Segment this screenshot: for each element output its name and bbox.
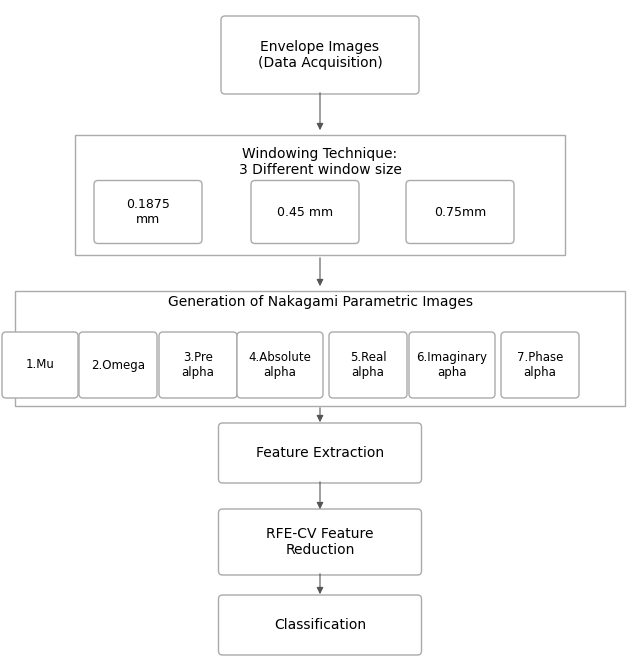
Text: RFE-CV Feature
Reduction: RFE-CV Feature Reduction [266, 527, 374, 557]
Text: 5.Real
alpha: 5.Real alpha [349, 351, 387, 379]
Text: 0.45 mm: 0.45 mm [277, 205, 333, 218]
Text: 1.Mu: 1.Mu [26, 359, 54, 371]
FancyBboxPatch shape [15, 291, 625, 406]
Text: Generation of Nakagami Parametric Images: Generation of Nakagami Parametric Images [168, 295, 472, 309]
Text: Classification: Classification [274, 618, 366, 632]
FancyBboxPatch shape [218, 595, 422, 655]
FancyBboxPatch shape [221, 16, 419, 94]
FancyBboxPatch shape [329, 332, 407, 398]
Text: Feature Extraction: Feature Extraction [256, 446, 384, 460]
FancyBboxPatch shape [218, 509, 422, 575]
Text: 0.1875
mm: 0.1875 mm [126, 198, 170, 226]
FancyBboxPatch shape [218, 423, 422, 483]
FancyBboxPatch shape [237, 332, 323, 398]
Text: 6.Imaginary
apha: 6.Imaginary apha [417, 351, 488, 379]
FancyBboxPatch shape [2, 332, 78, 398]
FancyBboxPatch shape [251, 181, 359, 244]
FancyBboxPatch shape [501, 332, 579, 398]
FancyBboxPatch shape [79, 332, 157, 398]
FancyBboxPatch shape [409, 332, 495, 398]
FancyBboxPatch shape [75, 135, 565, 255]
Text: 4.Absolute
alpha: 4.Absolute alpha [248, 351, 312, 379]
FancyBboxPatch shape [159, 332, 237, 398]
Text: Windowing Technique:
3 Different window size: Windowing Technique: 3 Different window … [239, 147, 401, 177]
Text: 3.Pre
alpha: 3.Pre alpha [182, 351, 214, 379]
Text: 0.75mm: 0.75mm [434, 205, 486, 218]
FancyBboxPatch shape [406, 181, 514, 244]
Text: 2.Omega: 2.Omega [91, 359, 145, 371]
Text: Envelope Images
(Data Acquisition): Envelope Images (Data Acquisition) [258, 40, 382, 70]
Text: 7.Phase
alpha: 7.Phase alpha [517, 351, 563, 379]
FancyBboxPatch shape [94, 181, 202, 244]
